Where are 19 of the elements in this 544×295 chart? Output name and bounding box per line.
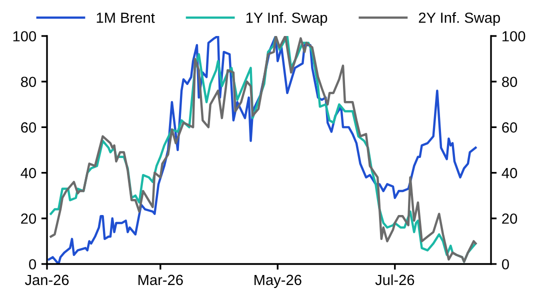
x-tick-label: Mar-26 [138,274,183,286]
y2-tick-label: 20 [502,214,518,224]
y2-tick-label: 0 [502,259,509,270]
x-tick-label: May-26 [254,274,302,288]
legend-label: 1Y Inf. Swap [246,12,328,26]
x-tick-label: Jan-26 [24,274,69,286]
y-tick-label: 0 [29,259,36,270]
x-tick-label: Jul-26 [375,274,414,286]
y2-tick-label: 100 [502,31,526,42]
y2-tick-label: 80 [502,76,518,88]
y-tick-label: 100 [13,31,36,42]
y2-tick-label: 60 [502,122,518,133]
y-tick-label: 20 [21,214,36,224]
legend-label: 2Y Inf. Swap [418,12,500,26]
legend-label: 1M Brent [96,12,155,23]
y2-tick-label: 40 [502,168,518,178]
y-tick-label: 80 [20,76,36,88]
y-tick-label: 60 [21,122,36,133]
y-tick-label: 40 [20,168,36,178]
